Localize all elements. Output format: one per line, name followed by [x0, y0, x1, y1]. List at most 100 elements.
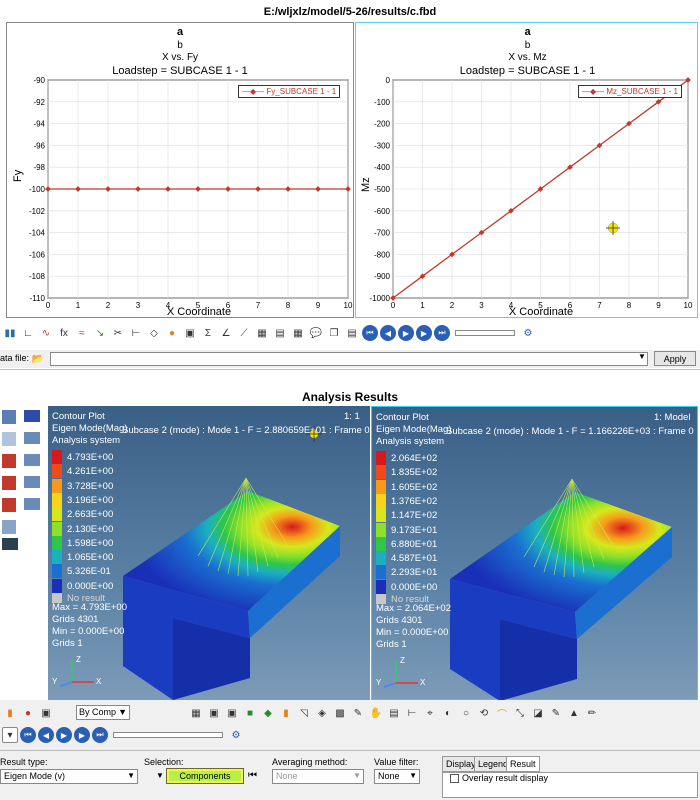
- grid2-icon[interactable]: ▦: [293, 327, 303, 339]
- fill-icon[interactable]: ◪: [533, 707, 543, 719]
- forward-end-icon[interactable]: ⏭: [434, 325, 450, 341]
- shading-icon[interactable]: ■: [246, 707, 254, 719]
- reverse-icon[interactable]: ⏮: [248, 770, 257, 781]
- apply-button[interactable]: Apply: [654, 351, 696, 366]
- view-icon[interactable]: [2, 410, 16, 424]
- axis-icon[interactable]: ∟: [23, 327, 33, 339]
- antenna-icon[interactable]: ⌖: [427, 707, 433, 719]
- edit-icon[interactable]: ✎: [551, 707, 561, 719]
- query-icon[interactable]: ✋: [369, 707, 383, 719]
- sigma-icon[interactable]: Σ: [204, 327, 212, 339]
- transform-icon[interactable]: ⟲: [479, 707, 489, 719]
- component-icon[interactable]: ▣: [41, 707, 51, 719]
- cube2-icon[interactable]: ▣: [227, 707, 237, 719]
- shape-red-icon[interactable]: [2, 454, 16, 468]
- shape-icon[interactable]: ◇: [150, 327, 158, 339]
- probe-icon[interactable]: ◐: [444, 707, 452, 719]
- overlay-checkbox[interactable]: [450, 774, 459, 783]
- pipe-icon[interactable]: ⌒: [497, 709, 507, 721]
- step-back-icon[interactable]: ◀: [38, 727, 54, 743]
- table-icon[interactable]: ▤: [275, 327, 285, 339]
- side-toolbar: [0, 406, 46, 556]
- folder-icon[interactable]: 📂: [31, 353, 45, 365]
- result-type-label: Result type:: [0, 757, 48, 767]
- eye3-icon[interactable]: [24, 476, 40, 488]
- circle-icon[interactable]: ○: [462, 707, 470, 719]
- contour-right-subcase: Subcase 2 (mode) : Mode 1 - F = 1.166226…: [446, 426, 694, 437]
- contour-panel-left[interactable]: Contour Plot 1: 1 Eigen Mode(Mag) Subcas…: [48, 406, 370, 700]
- mesh-icon[interactable]: [2, 432, 16, 446]
- result-type-select[interactable]: Eigen Mode (v) ▼: [0, 769, 138, 784]
- tab-result[interactable]: Result: [506, 756, 540, 772]
- fx-icon[interactable]: fx: [60, 327, 68, 339]
- settings-icon[interactable]: ⚙: [523, 327, 533, 339]
- scissor-icon[interactable]: ✂: [113, 327, 123, 339]
- step-back-icon[interactable]: ◀: [380, 325, 396, 341]
- eye4-icon[interactable]: [24, 498, 40, 510]
- data-point: [105, 186, 111, 192]
- forward-end-icon[interactable]: ⏭: [92, 727, 108, 743]
- angle-icon[interactable]: ∠: [221, 327, 231, 339]
- legend-swatch: [52, 507, 62, 522]
- step-forward-icon[interactable]: ▶: [416, 325, 432, 341]
- play-icon[interactable]: ▶: [56, 727, 72, 743]
- shape-red3-icon[interactable]: [2, 498, 16, 512]
- data-file-input[interactable]: [50, 352, 648, 366]
- contour2-icon[interactable]: ▮: [283, 707, 289, 719]
- rewind-end-icon[interactable]: ⏮: [20, 727, 36, 743]
- selection-arrow-icon[interactable]: ▼: [156, 771, 164, 780]
- animation-slider[interactable]: [113, 732, 223, 738]
- animation-slider[interactable]: [455, 330, 515, 336]
- cube-icon[interactable]: ▣: [185, 327, 195, 339]
- axis-icon[interactable]: ⤡: [516, 707, 524, 719]
- mesh-icon[interactable]: ▦: [191, 707, 201, 719]
- curve-icon[interactable]: ∿: [41, 327, 51, 339]
- ruler-icon[interactable]: ⊢: [407, 707, 417, 719]
- color-wheel-icon[interactable]: ●: [168, 327, 176, 339]
- plot-window-right[interactable]: [355, 22, 698, 318]
- slope-icon[interactable]: ⟋: [240, 327, 248, 339]
- pencil-icon[interactable]: ✏: [587, 707, 597, 719]
- play-icon[interactable]: ▶: [398, 325, 414, 341]
- plot-window-left[interactable]: [6, 22, 354, 318]
- legend-swatch: [376, 565, 386, 580]
- dropdown-arrow-icon[interactable]: ▼: [638, 352, 646, 361]
- deform-icon[interactable]: ◹: [300, 707, 308, 719]
- frame-dropdown[interactable]: ▾: [2, 727, 18, 743]
- x-tick-label: 1: [420, 301, 425, 310]
- ruler-icon[interactable]: ⊢: [131, 327, 141, 339]
- comment-icon[interactable]: 💬: [309, 327, 323, 339]
- notes-icon[interactable]: ▤: [347, 327, 357, 339]
- grid-icon[interactable]: ▦: [257, 327, 267, 339]
- chart-icon[interactable]: ▲: [569, 707, 579, 719]
- pen-icon[interactable]: ✎: [353, 707, 363, 719]
- grid-view-icon[interactable]: [2, 520, 16, 534]
- rewind-end-icon[interactable]: ⏮: [362, 325, 378, 341]
- tab-display[interactable]: Display: [442, 756, 480, 772]
- eye-icon[interactable]: [24, 432, 40, 444]
- green-shape-icon[interactable]: ◆: [264, 707, 272, 719]
- bar-chart-icon[interactable]: ▮▮: [4, 327, 16, 339]
- table-icon[interactable]: ▤: [389, 707, 399, 719]
- step-forward-icon[interactable]: ▶: [74, 727, 90, 743]
- shape-red2-icon[interactable]: [2, 476, 16, 490]
- averaging-select[interactable]: None ▼: [272, 769, 364, 784]
- monitor-icon[interactable]: [2, 538, 18, 550]
- cube-icon[interactable]: ▣: [209, 707, 219, 719]
- tensor-icon[interactable]: ▩: [335, 707, 345, 719]
- cube-icon[interactable]: [24, 410, 40, 422]
- by-comp-dropdown[interactable]: By Comp ▼: [76, 705, 130, 720]
- contour-icon[interactable]: ▮: [7, 707, 13, 719]
- pages-icon[interactable]: ❐: [329, 327, 339, 339]
- eye2-icon[interactable]: [24, 454, 40, 466]
- vector-icon[interactable]: ◈: [318, 707, 326, 719]
- arrow-icon[interactable]: ↘: [95, 327, 105, 339]
- settings-icon[interactable]: ⚙: [231, 729, 241, 741]
- legend-value: No result: [391, 594, 430, 605]
- curve-edit-icon[interactable]: ≈: [79, 327, 85, 339]
- components-button[interactable]: Components: [166, 768, 244, 784]
- value-filter-select[interactable]: None ▼: [374, 769, 420, 784]
- legend-level: 4.793E+00: [52, 450, 132, 464]
- contour-panel-right[interactable]: Contour Plot 1: Model Eigen Mode(Mag) Su…: [371, 406, 698, 701]
- color-wheel-icon[interactable]: ●: [24, 707, 32, 719]
